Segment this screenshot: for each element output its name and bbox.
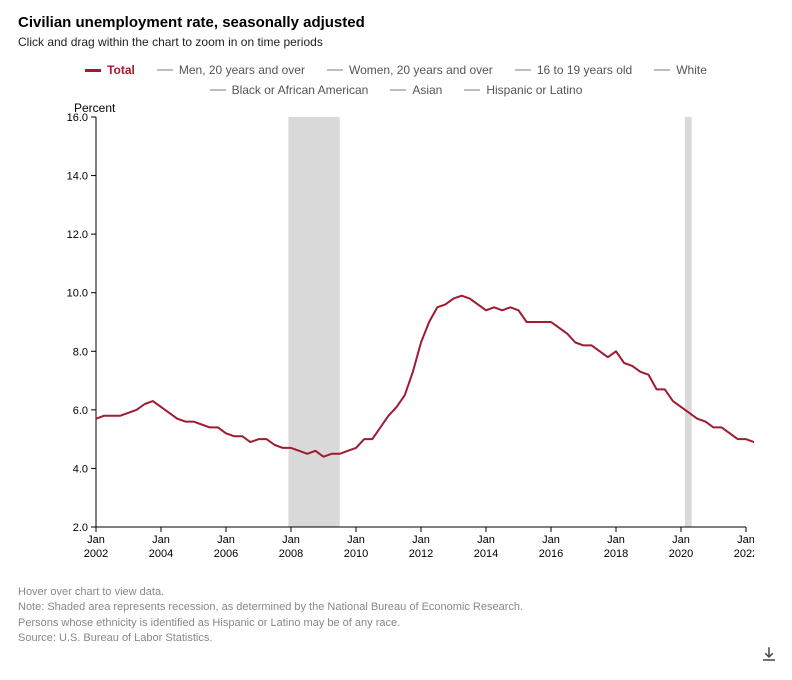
legend-swatch bbox=[85, 69, 101, 72]
footnote-line: Hover over chart to view data. bbox=[18, 585, 774, 600]
footnote-line: Persons whose ethnicity is identified as… bbox=[18, 616, 774, 631]
x-tick-month: Jan bbox=[412, 534, 430, 546]
x-tick-year: 2008 bbox=[279, 548, 303, 560]
recession-band bbox=[685, 117, 692, 527]
recession-band bbox=[288, 117, 339, 527]
legend-label: Total bbox=[107, 63, 135, 77]
legend-label: Asian bbox=[412, 83, 442, 97]
legend-item[interactable]: White bbox=[654, 63, 707, 77]
x-tick-year: 2002 bbox=[84, 548, 108, 560]
legend-item[interactable]: Black or African American bbox=[210, 83, 369, 97]
y-tick-label: 4.0 bbox=[73, 463, 88, 475]
legend-swatch bbox=[654, 69, 670, 71]
x-tick-month: Jan bbox=[672, 534, 690, 546]
legend-swatch bbox=[210, 89, 226, 91]
y-tick-label: 12.0 bbox=[67, 229, 88, 241]
legend-label: White bbox=[676, 63, 707, 77]
chart-container: Civilian unemployment rate, seasonally a… bbox=[0, 0, 792, 680]
legend-item[interactable]: Asian bbox=[390, 83, 442, 97]
y-tick-label: 6.0 bbox=[73, 405, 88, 417]
legend-item[interactable]: Hispanic or Latino bbox=[464, 83, 582, 97]
x-tick-year: 2018 bbox=[604, 548, 628, 560]
x-tick-month: Jan bbox=[217, 534, 235, 546]
x-tick-month: Jan bbox=[87, 534, 105, 546]
legend-label: Hispanic or Latino bbox=[486, 83, 582, 97]
legend-swatch bbox=[515, 69, 531, 71]
x-tick-year: 2012 bbox=[409, 548, 433, 560]
x-tick-month: Jan bbox=[152, 534, 170, 546]
x-tick-month: Jan bbox=[607, 534, 625, 546]
legend-item[interactable]: Women, 20 years and over bbox=[327, 63, 493, 77]
legend-swatch bbox=[327, 69, 343, 71]
x-tick-month: Jan bbox=[542, 534, 560, 546]
chart-area[interactable]: Percent 2.04.06.08.010.012.014.016.0Jan2… bbox=[58, 107, 754, 567]
footnote-line: Source: U.S. Bureau of Labor Statistics. bbox=[18, 631, 774, 646]
legend-swatch bbox=[464, 89, 480, 91]
chart-svg[interactable]: 2.04.06.08.010.012.014.016.0Jan2002Jan20… bbox=[58, 107, 754, 567]
footnote-line: Note: Shaded area represents recession, … bbox=[18, 600, 774, 615]
footnotes: Hover over chart to view data. Note: Sha… bbox=[18, 585, 774, 647]
x-tick-month: Jan bbox=[282, 534, 300, 546]
chart-title: Civilian unemployment rate, seasonally a… bbox=[18, 14, 774, 31]
y-axis-title: Percent bbox=[74, 101, 115, 115]
legend-label: Men, 20 years and over bbox=[179, 63, 305, 77]
y-tick-label: 10.0 bbox=[67, 288, 88, 300]
x-tick-year: 2010 bbox=[344, 548, 368, 560]
legend-label: Black or African American bbox=[232, 83, 369, 97]
legend: Total Men, 20 years and over Women, 20 yea… bbox=[18, 63, 774, 97]
legend-label: Women, 20 years and over bbox=[349, 63, 493, 77]
legend-item[interactable]: 16 to 19 years old bbox=[515, 63, 632, 77]
y-tick-label: 14.0 bbox=[67, 171, 88, 183]
legend-item[interactable]: Men, 20 years and over bbox=[157, 63, 305, 77]
x-tick-month: Jan bbox=[737, 534, 754, 546]
y-tick-label: 2.0 bbox=[73, 522, 88, 534]
x-tick-year: 2022 bbox=[734, 548, 754, 560]
legend-item[interactable]: Total bbox=[85, 63, 135, 77]
legend-label: 16 to 19 years old bbox=[537, 63, 632, 77]
x-tick-year: 2004 bbox=[149, 548, 173, 560]
chart-subtitle: Click and drag within the chart to zoom … bbox=[18, 35, 774, 49]
y-tick-label: 8.0 bbox=[73, 346, 88, 358]
x-tick-year: 2014 bbox=[474, 548, 498, 560]
legend-swatch bbox=[157, 69, 173, 71]
series-line-total bbox=[96, 155, 754, 483]
x-tick-year: 2020 bbox=[669, 548, 693, 560]
x-tick-year: 2006 bbox=[214, 548, 238, 560]
legend-swatch bbox=[390, 89, 406, 91]
x-tick-month: Jan bbox=[347, 534, 365, 546]
x-tick-month: Jan bbox=[477, 534, 495, 546]
download-icon[interactable] bbox=[760, 645, 778, 668]
x-tick-year: 2016 bbox=[539, 548, 563, 560]
